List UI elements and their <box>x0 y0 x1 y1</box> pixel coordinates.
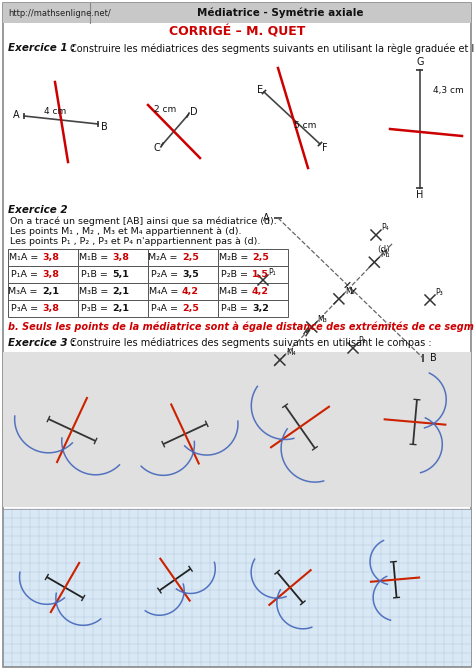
Bar <box>148 266 218 283</box>
Text: C: C <box>153 143 160 153</box>
Text: (d): (d) <box>377 245 390 254</box>
Text: Construire les médiatrices des segments suivants en utilisant le compas :: Construire les médiatrices des segments … <box>70 338 432 348</box>
Text: P₄B =: P₄B = <box>221 304 251 313</box>
Text: 3,8: 3,8 <box>42 253 59 262</box>
Text: 3,8: 3,8 <box>42 270 59 279</box>
Text: B: B <box>429 353 437 363</box>
Text: M₁A =: M₁A = <box>9 253 41 262</box>
Bar <box>218 249 288 266</box>
Bar <box>78 283 148 300</box>
Text: Exercice 1 :: Exercice 1 : <box>8 43 75 53</box>
Text: P₂A =: P₂A = <box>151 270 181 279</box>
Text: D: D <box>190 107 198 117</box>
Text: P₂: P₂ <box>358 336 366 345</box>
Text: M₄B =: M₄B = <box>219 287 251 296</box>
Text: M₃B =: M₃B = <box>79 287 111 296</box>
Text: F: F <box>322 143 328 153</box>
Text: 2,5: 2,5 <box>182 253 199 262</box>
Text: 2,5: 2,5 <box>182 304 199 313</box>
Text: M₁B =: M₁B = <box>79 253 111 262</box>
Text: 2,1: 2,1 <box>112 287 129 296</box>
Text: Construire les médiatrices des segments suivants en utilisant la règle graduée e: Construire les médiatrices des segments … <box>70 43 474 54</box>
Text: P₄A =: P₄A = <box>151 304 181 313</box>
Text: B: B <box>101 122 108 132</box>
Text: P₂B =: P₂B = <box>221 270 251 279</box>
Text: Exercice 3 :: Exercice 3 : <box>8 338 75 348</box>
Text: 5,1: 5,1 <box>112 270 129 279</box>
Text: P₄: P₄ <box>381 223 389 232</box>
Text: Exercice 2: Exercice 2 <box>8 205 68 215</box>
Text: 4,3 cm: 4,3 cm <box>433 86 464 94</box>
Bar <box>78 266 148 283</box>
Bar <box>78 300 148 317</box>
Text: 3,8: 3,8 <box>42 304 59 313</box>
Text: 3,8: 3,8 <box>112 253 129 262</box>
Text: Les points P₁ , P₂ , P₃ et P₄ n'appartiennent pas à (d).: Les points P₁ , P₂ , P₃ et P₄ n'appartie… <box>10 237 260 246</box>
Text: Médiatrice - Symétrie axiale: Médiatrice - Symétrie axiale <box>197 8 363 18</box>
Text: A: A <box>263 213 269 223</box>
Bar <box>148 300 218 317</box>
Bar <box>148 283 218 300</box>
Bar <box>218 283 288 300</box>
Bar <box>3 3 471 23</box>
Text: P₁B =: P₁B = <box>81 270 111 279</box>
Bar <box>8 300 78 317</box>
Text: On a tracé un segment [AB] ainsi que sa médiatrice (d).: On a tracé un segment [AB] ainsi que sa … <box>10 217 277 226</box>
Text: 3,2: 3,2 <box>252 304 269 313</box>
Text: M₂B =: M₂B = <box>219 253 251 262</box>
Text: H: H <box>416 190 424 200</box>
Text: P₃: P₃ <box>435 288 443 297</box>
Bar <box>8 266 78 283</box>
Bar <box>78 249 148 266</box>
Text: P₁: P₁ <box>268 268 275 277</box>
Text: 2,5: 2,5 <box>252 253 269 262</box>
Text: 4,2: 4,2 <box>252 287 269 296</box>
Text: A: A <box>13 110 20 120</box>
Text: M₂A =: M₂A = <box>148 253 181 262</box>
Text: Les points M₁ , M₂ , M₃ et M₄ appartiennent à (d).: Les points M₁ , M₂ , M₃ et M₄ appartienn… <box>10 227 241 236</box>
Text: http://mathsenligne.net/: http://mathsenligne.net/ <box>8 9 111 17</box>
Text: M₄: M₄ <box>286 348 295 357</box>
Bar <box>8 249 78 266</box>
Text: 3,5: 3,5 <box>182 270 199 279</box>
Text: M₃: M₃ <box>318 315 328 324</box>
Bar <box>3 352 471 507</box>
Text: P₃B =: P₃B = <box>81 304 111 313</box>
Text: P₁A =: P₁A = <box>11 270 41 279</box>
Text: E: E <box>257 85 263 95</box>
Text: 2 cm: 2 cm <box>154 105 176 115</box>
Bar <box>218 300 288 317</box>
Text: M₁: M₁ <box>380 250 390 259</box>
Text: 2,1: 2,1 <box>112 304 129 313</box>
Text: b. Seuls les points de la médiatrice sont à égale distance des extrémités de ce : b. Seuls les points de la médiatrice son… <box>8 322 474 332</box>
Bar <box>148 249 218 266</box>
Text: 1,5: 1,5 <box>252 270 269 279</box>
Text: M₄A =: M₄A = <box>149 287 181 296</box>
Bar <box>3 509 471 666</box>
Text: 2,1: 2,1 <box>42 287 59 296</box>
Text: M₂: M₂ <box>345 287 355 296</box>
Text: 4 cm: 4 cm <box>44 107 66 115</box>
Text: 4,2: 4,2 <box>182 287 199 296</box>
Bar <box>8 283 78 300</box>
Text: P₃A =: P₃A = <box>11 304 41 313</box>
Text: G: G <box>416 57 424 67</box>
Text: 5 cm: 5 cm <box>294 121 316 131</box>
Text: CORRIGÉ – M. QUET: CORRIGÉ – M. QUET <box>169 25 305 38</box>
Bar <box>218 266 288 283</box>
Text: M₃A =: M₃A = <box>9 287 41 296</box>
